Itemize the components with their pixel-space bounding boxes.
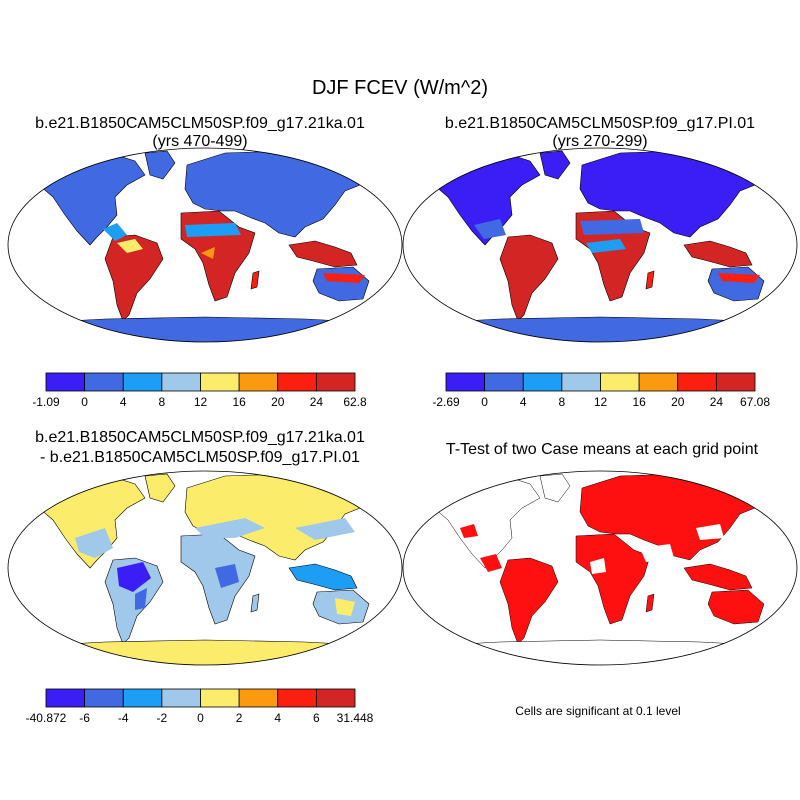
colorbar-label: 0 (481, 395, 488, 409)
colorbar-swatch (161, 688, 201, 708)
colorbar-label: -2.69 (432, 395, 460, 409)
panel1-title-line2: (yrs 470-499) (152, 133, 247, 150)
colorbar-label: 4 (120, 395, 127, 409)
significance-note: Cells are significant at 0.1 level (515, 704, 680, 718)
colorbar-label: 8 (159, 395, 166, 409)
colorbar-label: 67.08 (740, 395, 770, 409)
colorbar-swatch (315, 372, 356, 392)
panel3-title-line2: - b.e21.B1850CAM5CLM50SP.f09_g17.PI.01 (40, 449, 360, 466)
colorbar-label: 12 (194, 395, 208, 409)
colorbar-swatch (238, 372, 279, 392)
panel2-map (402, 147, 798, 343)
colorbar-label: 2 (236, 711, 243, 725)
colorbar-swatch (122, 372, 163, 392)
panel1-map (7, 147, 403, 343)
colorbar-swatch (315, 688, 356, 708)
colorbar-label: 8 (559, 395, 566, 409)
colorbar-swatch (677, 372, 717, 392)
colorbar-label: 20 (671, 395, 685, 409)
panel1-colorbar: -1.09 0 4 8 12 16 20 24 62.8 (32, 372, 367, 409)
colorbar-swatch (200, 372, 240, 392)
colorbar-label: 24 (710, 395, 724, 409)
colorbar-label: 0 (81, 395, 88, 409)
colorbar-label: 62.8 (343, 395, 367, 409)
colorbar-label: 12 (594, 395, 608, 409)
colorbar-label: 24 (310, 395, 324, 409)
colorbar-swatch (277, 372, 317, 392)
colorbar-swatch (238, 688, 279, 708)
colorbar-label: -6 (79, 711, 90, 725)
colorbar-swatch (161, 372, 201, 392)
colorbar-swatch (84, 372, 124, 392)
colorbar-swatch (277, 688, 317, 708)
colorbar-swatch (445, 372, 486, 392)
colorbar-swatch (122, 688, 163, 708)
colorbar-swatch (522, 372, 563, 392)
colorbar-label: 16 (232, 395, 246, 409)
colorbar-swatch (600, 372, 640, 392)
panel2-map-border (402, 147, 798, 343)
main-title: DJF FCEV (W/m^2) (312, 77, 488, 99)
colorbar-label: 31.448 (337, 711, 374, 725)
colorbar-label: -1.09 (32, 395, 60, 409)
colorbar-label: 20 (271, 395, 285, 409)
colorbar-swatch (200, 688, 240, 708)
colorbar-swatch (45, 688, 86, 708)
colorbar-swatch (715, 372, 756, 392)
panel2-title-line2: (yrs 270-299) (552, 133, 647, 150)
colorbar-label: -40.872 (26, 711, 67, 725)
panel4-title: T-Test of two Case means at each grid po… (446, 441, 759, 458)
colorbar-swatch (638, 372, 679, 392)
colorbar-swatch (84, 688, 124, 708)
colorbar-label: -4 (118, 711, 129, 725)
panel3-title-line1: b.e21.B1850CAM5CLM50SP.f09_g17.21ka.01 (35, 429, 365, 446)
colorbar-label: -2 (157, 711, 168, 725)
colorbar-label: 6 (313, 711, 320, 725)
colorbar-label: 0 (197, 711, 204, 725)
colorbar-swatch (45, 372, 86, 392)
panel4-map-border (402, 470, 798, 666)
colorbar-label: 4 (520, 395, 527, 409)
panel2-title-line1: b.e21.B1850CAM5CLM50SP.f09_g17.PI.01 (445, 115, 755, 132)
panel3-map (7, 470, 403, 666)
panel4-map (402, 470, 798, 666)
colorbar-swatch (484, 372, 524, 392)
colorbar-swatch (561, 372, 601, 392)
panel3-map-border (7, 470, 403, 666)
panel3-colorbar: -40.872 -6 -4 -2 0 2 4 6 31.448 (26, 688, 374, 725)
panel1-map-border (7, 147, 403, 343)
colorbar-label: 16 (632, 395, 646, 409)
panel1-title-line1: b.e21.B1850CAM5CLM50SP.f09_g17.21ka.01 (35, 115, 365, 132)
colorbar-label: 4 (274, 711, 281, 725)
panel2-colorbar: -2.69 0 4 8 12 16 20 24 67.08 (432, 372, 770, 409)
